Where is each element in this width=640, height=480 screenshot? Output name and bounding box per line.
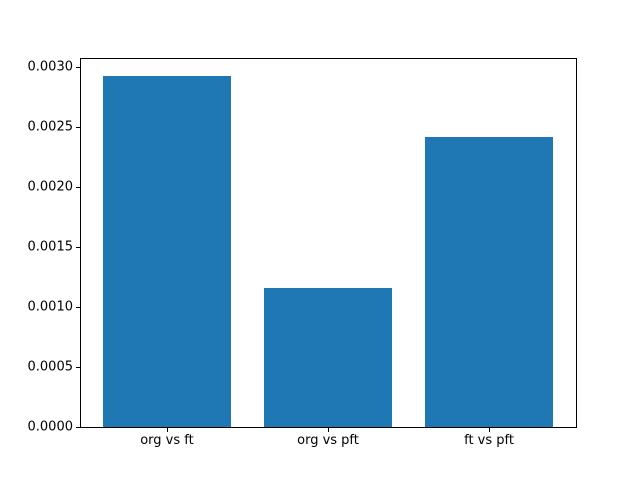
y-tick-mark xyxy=(76,127,80,129)
y-tick-mark xyxy=(76,427,80,428)
y-tick-label: 0.0000 xyxy=(27,419,74,435)
y-tick-label: 0.0015 xyxy=(27,239,74,255)
x-tick-mark xyxy=(328,428,329,432)
y-tick-label: 0.0020 xyxy=(27,179,74,195)
y-tick-mark xyxy=(76,187,80,189)
y-tick-label: 0.0030 xyxy=(27,59,74,75)
x-tick-mark xyxy=(166,428,168,432)
bar-ft-vs-pft xyxy=(424,136,554,427)
y-tick-label: 0.0010 xyxy=(27,299,74,315)
plot-area xyxy=(80,58,577,428)
y-tick-label: 0.0025 xyxy=(27,119,74,135)
y-tick-mark xyxy=(76,67,80,69)
bar-org-vs-ft xyxy=(102,75,232,427)
x-tick-label: ft vs pft xyxy=(464,433,514,448)
x-tick-label: org vs pft xyxy=(297,433,359,448)
y-tick-mark xyxy=(76,307,80,309)
y-tick-label: 0.0005 xyxy=(27,359,74,375)
x-tick-mark xyxy=(489,428,491,432)
x-tick-label: org vs ft xyxy=(140,433,194,448)
bar-org-vs-pft xyxy=(263,287,393,427)
y-tick-mark xyxy=(76,247,80,249)
y-tick-mark xyxy=(76,367,80,369)
